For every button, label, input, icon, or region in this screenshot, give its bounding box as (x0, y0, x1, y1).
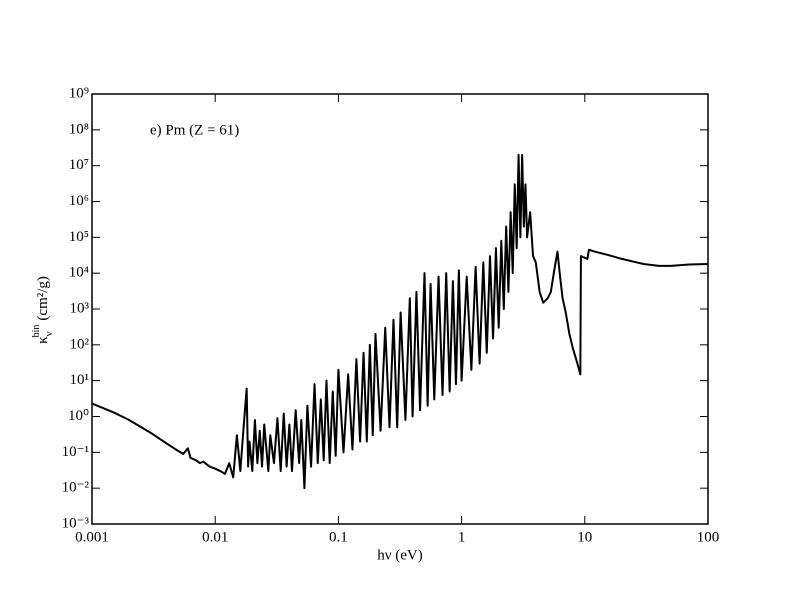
y-label-symbol: κ (35, 336, 51, 344)
y-label-superscript: bin (31, 325, 42, 338)
y-tick-label: 10⁴ (69, 265, 89, 281)
y-label-subscript: ν (43, 331, 55, 336)
plot-frame (91, 93, 709, 525)
y-tick-label: 10⁵ (69, 229, 89, 245)
annotation: e) Pm (Z = 61) (150, 122, 239, 138)
y-label-unit: (cm²/g) (35, 276, 51, 320)
x-tick-label: 10 (577, 529, 592, 545)
y-tick-label: 10⁻² (62, 480, 90, 496)
y-tick-label: 10⁶ (69, 193, 89, 209)
x-axis-label: hν (eV) (377, 547, 423, 563)
y-tick-label: 10² (70, 336, 90, 352)
y-tick-label: 10⁻³ (62, 515, 90, 531)
x-tick-label: 0.01 (202, 529, 228, 545)
y-axis-label: κνbin (cm²/g) (31, 276, 54, 344)
x-tick-label: 0.1 (329, 529, 348, 545)
y-tick-label: 10⁰ (68, 408, 89, 424)
x-tick-label: 0.001 (75, 529, 109, 545)
x-tick-label: 100 (697, 529, 720, 545)
y-tick-label: 10¹ (70, 372, 90, 388)
y-tick-label: 10³ (70, 300, 90, 316)
y-tick-label: 10⁷ (69, 157, 89, 173)
x-tick-label: 1 (458, 529, 466, 545)
y-tick-label: 10⁸ (69, 121, 89, 137)
y-tick-label: 10⁹ (69, 85, 89, 101)
data-line (91, 153, 709, 490)
y-tick-label: 10⁻¹ (62, 444, 89, 460)
